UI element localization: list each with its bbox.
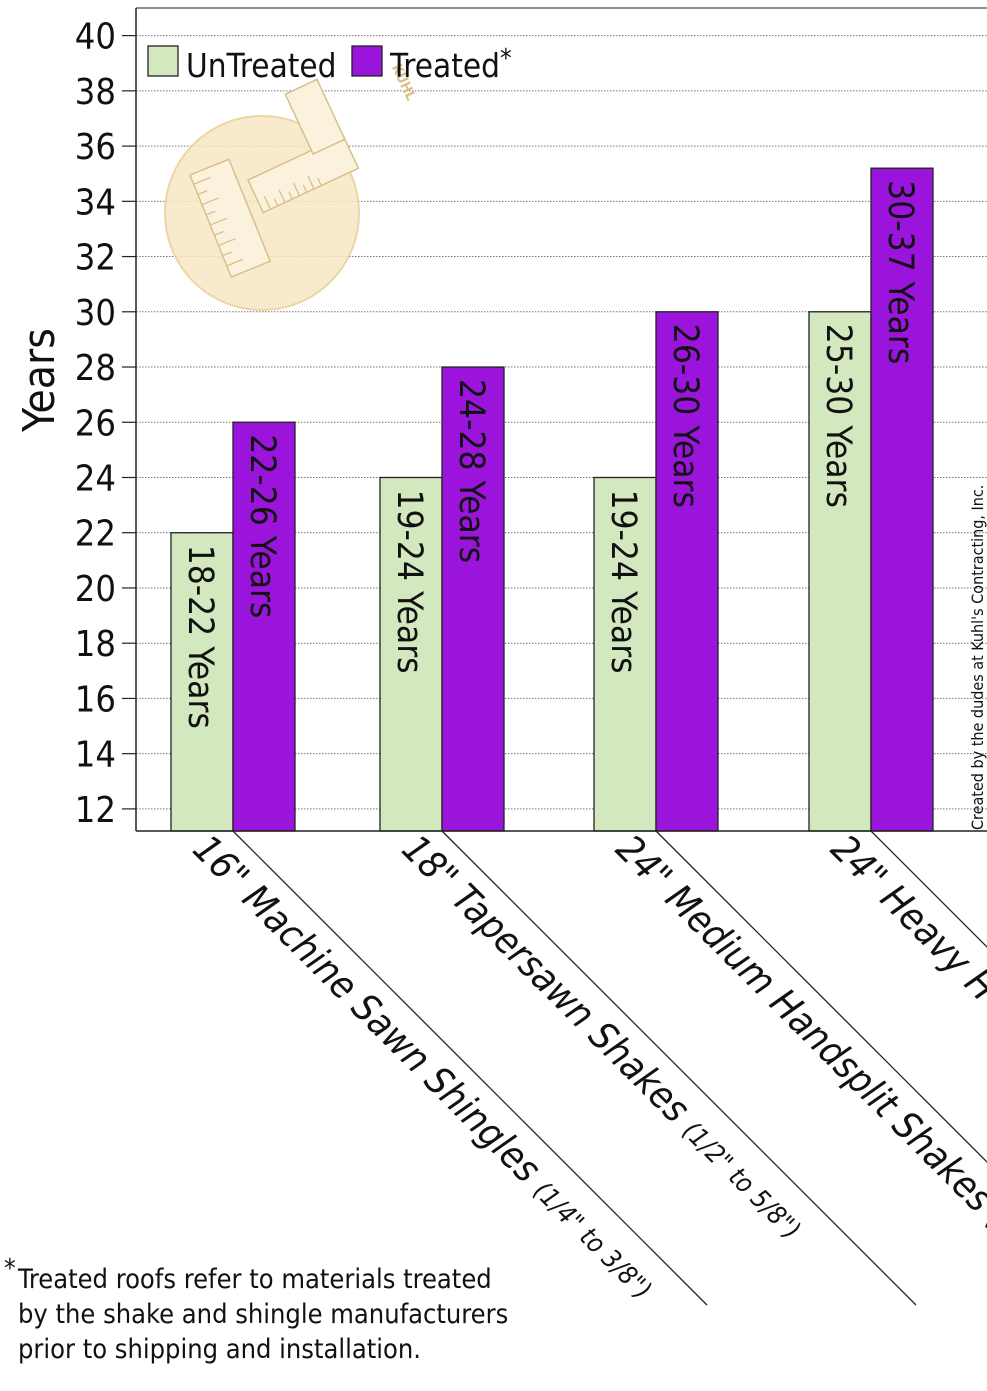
legend-swatch <box>147 45 179 77</box>
y-tick-label: 26 <box>75 403 116 444</box>
y-axis-label: Years <box>14 328 65 433</box>
y-tick-label: 20 <box>75 569 116 610</box>
y-tick-label: 28 <box>75 348 116 389</box>
bar-treated <box>441 366 505 832</box>
square-tick <box>288 191 293 200</box>
ruler-tick <box>222 251 233 257</box>
bar-value-label: 30-37 Years <box>880 180 920 364</box>
y-tick-label: 14 <box>75 735 116 776</box>
legend-label: Treated* <box>389 44 512 85</box>
ruler-tick <box>214 230 224 236</box>
square-body <box>247 134 360 214</box>
x-category-label: 24" Medium Handsplit Shakes ( <box>608 826 987 1235</box>
x-category-name: 24" Medium Handsplit Shakes <box>608 826 987 1228</box>
y-tick-label: 24 <box>75 458 116 499</box>
ruler-tick <box>201 197 219 206</box>
y-tick-label: 16 <box>75 679 116 720</box>
bar-value-label: 19-24 Years <box>603 489 643 673</box>
footnote: * Treated roofs refer to materials treat… <box>4 1254 524 1367</box>
axes: 12 14 16 18 20 22 24 26 28 30 32 34 36 38 40 <box>75 7 987 832</box>
ruler-tick <box>193 176 211 185</box>
x-label-guide <box>232 830 708 1306</box>
ruler-tick <box>205 210 216 216</box>
legend: UnTreated Treated* <box>147 44 512 85</box>
x-label-guide <box>441 830 917 1306</box>
x-category-label: 24" Heavy H <box>823 826 987 1009</box>
y-tick-label: 38 <box>75 72 116 113</box>
ruler-body <box>189 158 272 278</box>
x-category-name: 24" Heavy H <box>823 826 987 1009</box>
y-tick-label: 32 <box>75 238 116 279</box>
square-tick <box>307 175 315 190</box>
footnote-line-3: prior to shipping and installation. <box>18 1334 421 1365</box>
footnote-asterisk: * <box>4 1254 16 1284</box>
ruler-icon <box>189 158 272 278</box>
x-category-label: 18" Tapersawn Shakes (1/2" to 5/8") <box>394 826 815 1247</box>
legend-asterisk: * <box>500 44 512 74</box>
bar-value-label: 26-30 Years <box>665 324 705 508</box>
x-category-label: 16" Machine Sawn Shingles (1/4" to 3/8") <box>185 826 666 1307</box>
bar-value-label: 22-26 Years <box>242 434 282 618</box>
x-axis-labels: 16" Machine Sawn Shingles (1/4" to 3/8")… <box>185 826 987 1307</box>
side-credit: Created by the dudes at Kuhl's Contracti… <box>968 485 987 830</box>
ruler-tick <box>226 258 244 267</box>
bars: 18-22 Years 22-26 Years 19-24 Years 24-28 Y… <box>170 167 934 832</box>
ruler-tick <box>209 217 228 226</box>
bar-treated <box>655 311 719 832</box>
y-tick-label: 30 <box>75 293 116 334</box>
bar-untreated <box>379 476 443 832</box>
footnote-line-1: Treated roofs refer to materials treated <box>18 1264 492 1295</box>
bar-treated <box>870 167 934 832</box>
bar-value-label: 25-30 Years <box>818 324 858 508</box>
x-label-guide <box>655 830 987 1163</box>
legend-label: UnTreated <box>186 46 337 85</box>
x-category-name: 16" Machine Sawn Shingles <box>185 826 557 1198</box>
bar-treated <box>232 421 296 832</box>
square-tick <box>317 178 322 186</box>
y-tick-label: 40 <box>75 17 116 58</box>
bar-value-label: 19-24 Years <box>389 489 429 673</box>
square-arm <box>284 78 346 156</box>
bar-value-label: 24-28 Years <box>451 379 491 563</box>
legend-swatch <box>351 45 383 77</box>
ruler-tick <box>197 190 208 196</box>
x-label-guide <box>870 830 987 948</box>
bar-untreated <box>593 476 657 832</box>
y-tick-label: 36 <box>75 127 116 168</box>
y-tick-label: 12 <box>75 790 116 831</box>
square-tick <box>302 184 308 193</box>
square-tick <box>273 198 279 207</box>
y-tick-label: 18 <box>75 624 116 665</box>
x-category-note: (1/4" to 3/8") <box>527 1176 657 1306</box>
ruler-tick <box>218 238 236 247</box>
square-tick <box>263 196 272 210</box>
square-tick <box>292 182 301 196</box>
y-tick-label: 34 <box>75 182 116 223</box>
bar-value-label: 18-22 Years <box>180 545 220 729</box>
footnote-line-2: by the shake and shingle manufacturers <box>18 1299 509 1330</box>
square-tick <box>278 189 286 203</box>
x-category-note: (1/2" to 5/8") <box>676 1116 806 1246</box>
y-tick-label: 22 <box>75 514 116 555</box>
bar-untreated <box>170 532 234 832</box>
